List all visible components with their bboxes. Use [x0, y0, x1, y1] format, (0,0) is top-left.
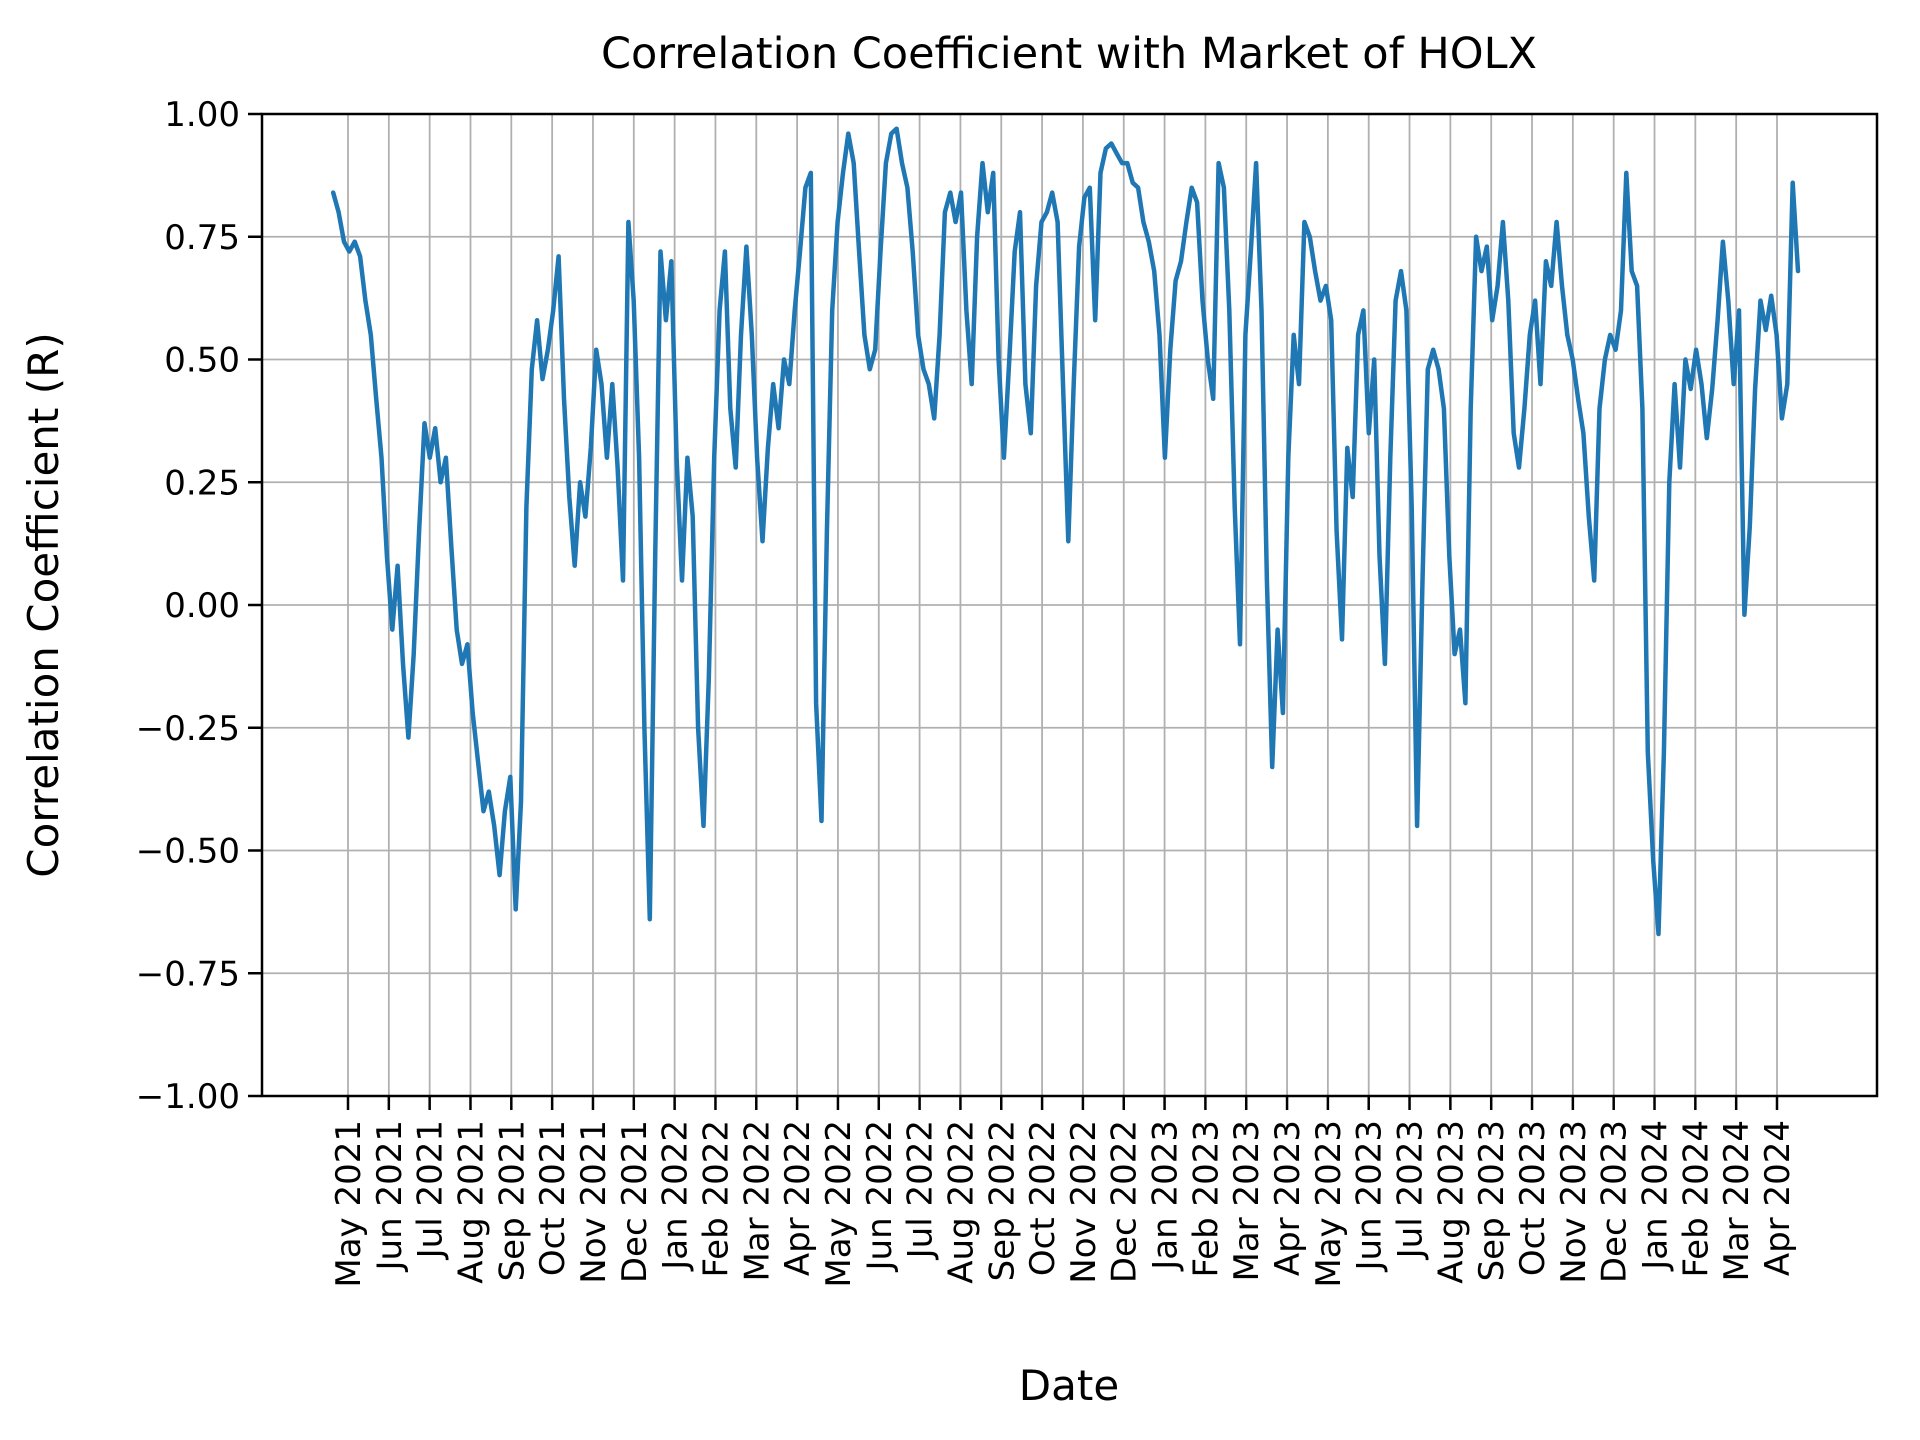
- x-tick-label: Jan 2024: [1636, 1120, 1676, 1272]
- x-tick-label: May 2023: [1309, 1120, 1349, 1288]
- x-tick-label: Dec 2023: [1595, 1120, 1635, 1283]
- x-tick-label: Mar 2024: [1717, 1120, 1757, 1281]
- x-tick-label: Sep 2023: [1472, 1120, 1512, 1281]
- x-tick-label: Apr 2022: [778, 1120, 818, 1276]
- y-tick-label: 0.75: [164, 218, 240, 258]
- x-tick-label: Dec 2022: [1105, 1120, 1145, 1283]
- x-tick-label: Jul 2023: [1391, 1120, 1431, 1260]
- x-tick-label: Jul 2022: [901, 1120, 941, 1260]
- x-tick-label: Mar 2023: [1227, 1120, 1267, 1281]
- y-tick-label: −0.25: [136, 709, 240, 749]
- x-tick-label: Jun 2022: [860, 1120, 900, 1272]
- x-tick-label: Dec 2021: [615, 1120, 655, 1283]
- x-tick-label: Apr 2023: [1268, 1120, 1308, 1276]
- y-tick-label: 1.00: [164, 95, 240, 135]
- x-axis-label: Date: [1019, 1361, 1119, 1410]
- x-tick-label: Oct 2021: [533, 1120, 573, 1276]
- x-tick-label: Sep 2021: [492, 1120, 532, 1281]
- x-tick-label: Jul 2021: [411, 1120, 451, 1260]
- x-tick-label: Jun 2021: [370, 1120, 410, 1272]
- x-tick-label: Aug 2023: [1431, 1120, 1471, 1284]
- gridlines: [262, 114, 1877, 1096]
- x-tick-label: Feb 2024: [1676, 1120, 1716, 1278]
- x-tick-label: Oct 2023: [1513, 1120, 1553, 1276]
- y-axis-label: Correlation Coefficient (R): [19, 332, 68, 877]
- y-tick-label: 0.25: [164, 463, 240, 503]
- x-tick-label: Jan 2022: [656, 1120, 696, 1272]
- x-tick-label: Jun 2023: [1350, 1120, 1390, 1272]
- x-tick-label: Feb 2023: [1186, 1120, 1226, 1278]
- y-tick-label: 0.50: [164, 341, 240, 381]
- x-tick-labels: May 2021 Jun 2021 Jul 2021 Aug 2021 Sep 2021…: [329, 1120, 1798, 1288]
- y-tick-label: −1.00: [136, 1077, 240, 1117]
- y-tick-labels: 1.00 0.75 0.50 0.25 0.00 −0.25 −0.50 −0.75 −1.00: [136, 95, 240, 1117]
- tick-marks: [248, 112, 1779, 1110]
- chart-title: Correlation Coefficient with Market of H…: [601, 29, 1537, 79]
- x-tick-label: Feb 2022: [696, 1120, 736, 1278]
- correlation-line: [330, 126, 1801, 937]
- x-tick-label: Apr 2024: [1758, 1120, 1798, 1276]
- data-series: [330, 126, 1801, 937]
- x-tick-label: May 2021: [329, 1120, 369, 1288]
- x-tick-label: Nov 2022: [1064, 1120, 1104, 1284]
- x-tick-label: Jan 2023: [1146, 1120, 1186, 1272]
- y-tick-label: −0.50: [136, 832, 240, 872]
- x-tick-label: Nov 2023: [1554, 1120, 1594, 1284]
- x-tick-label: Aug 2021: [451, 1120, 491, 1284]
- x-tick-label: May 2022: [819, 1120, 859, 1288]
- x-tick-label: Aug 2022: [941, 1120, 981, 1284]
- y-tick-label: 0.00: [164, 586, 240, 626]
- x-tick-label: Nov 2021: [574, 1120, 614, 1284]
- x-tick-label: Mar 2022: [737, 1120, 777, 1281]
- x-tick-label: Sep 2022: [982, 1120, 1022, 1281]
- y-tick-label: −0.75: [136, 954, 240, 994]
- x-tick-label: Oct 2022: [1023, 1120, 1063, 1276]
